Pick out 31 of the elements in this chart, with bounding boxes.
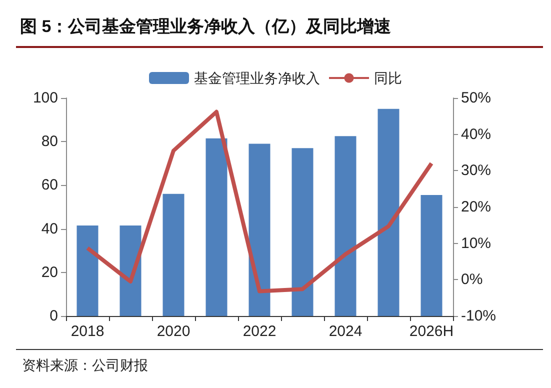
y2-tick-label: 50% — [461, 90, 492, 106]
line-series — [86, 110, 434, 294]
chart-title: 图 5：公司基金管理业务净收入（亿）及同比增速 — [20, 17, 392, 36]
y-tick-label: 40 — [41, 220, 58, 238]
y2-tick-label: 0% — [461, 271, 483, 288]
text: 资料来源：公司财报 — [22, 357, 148, 373]
bar — [378, 108, 400, 316]
y-tick-label: 60 — [41, 176, 58, 194]
bar — [334, 136, 356, 316]
y2-tick-label: 10% — [461, 234, 492, 252]
bar — [162, 194, 184, 316]
y2-tick-label: 30% — [461, 162, 492, 180]
x-tick-label: 2024 — [328, 323, 362, 340]
bar — [206, 138, 228, 316]
x-tick-label: 2018 — [70, 323, 104, 340]
y2-tick-label: 40% — [461, 126, 492, 143]
x-tick-label: 2026H — [409, 323, 454, 340]
x-tick-label: 2022 — [242, 323, 276, 340]
y-tick-label: 100 — [32, 90, 58, 106]
y2-tick-label: 20% — [461, 198, 492, 216]
legend-label: 同比 — [374, 70, 402, 86]
bar — [248, 144, 270, 316]
bar — [76, 226, 98, 316]
y-tick-label: 20 — [41, 264, 58, 281]
bar — [420, 195, 442, 316]
x-tick-label: 2020 — [156, 323, 190, 340]
legend-label: 基金管理业务净收入 — [194, 70, 320, 86]
y-tick-label: 0 — [50, 308, 58, 324]
y-tick-label: 80 — [41, 133, 58, 150]
bar — [292, 148, 314, 316]
y2-tick-label: -10% — [461, 308, 496, 324]
